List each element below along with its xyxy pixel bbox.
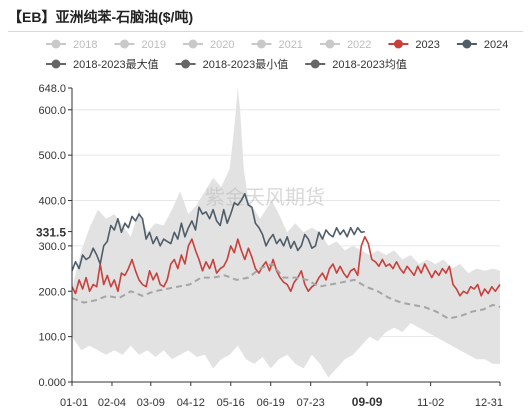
- legend-swatch-dot: [181, 59, 191, 69]
- legend-swatch-dot: [51, 59, 61, 69]
- x-tick-label: 03-09: [137, 397, 165, 409]
- y-tick-label: 200.0: [38, 286, 66, 298]
- legend-label: 2019: [141, 39, 165, 51]
- legend-item-2021[interactable]: 2021: [251, 39, 303, 51]
- band-area: [72, 88, 500, 378]
- legend-item-2023[interactable]: 2023: [388, 39, 440, 51]
- y-tick-label: 400.0: [38, 196, 66, 208]
- legend-item-2019[interactable]: 2019: [114, 39, 166, 51]
- legend-label: 2022: [347, 39, 371, 51]
- y-tick-label: 600.0: [38, 105, 66, 117]
- chart-title: 【EB】亚洲纯苯-石脑油($/吨): [8, 9, 194, 25]
- legend-label: 2018-2023均值: [332, 58, 407, 71]
- series-line-2024[interactable]: [71, 192, 365, 272]
- x-tick-label: 02-04: [98, 397, 126, 409]
- legend-swatch-dot: [325, 39, 335, 49]
- x-tick-label: 09-09: [352, 395, 383, 409]
- legend-swatch-dot: [51, 39, 61, 49]
- legend-label: 2018-2023最小值: [203, 58, 289, 71]
- x-tick-label: 01-01: [60, 397, 88, 409]
- x-tick-label: 06-19: [257, 397, 285, 409]
- y-tick-label: 300.0: [38, 241, 66, 253]
- series-lines: [71, 192, 501, 320]
- legend-item-2022[interactable]: 2022: [319, 39, 371, 51]
- legend-item-2018-2023-[interactable]: 2018-2023最小值: [175, 58, 289, 71]
- legend-item-2018-2023-[interactable]: 2018-2023最大值: [46, 57, 159, 71]
- y-tick-label: 100.0: [38, 332, 66, 344]
- legend-item-2024[interactable]: 2024: [456, 39, 508, 51]
- legend-label: 2021: [278, 39, 302, 51]
- legend-swatch-dot: [256, 39, 266, 49]
- y-tick-label: 648.0: [38, 83, 66, 95]
- legend-item-2018-2023-[interactable]: 2018-2023均值: [305, 58, 407, 71]
- legend-swatch-dot: [393, 39, 403, 49]
- series-line-2023[interactable]: [71, 236, 501, 297]
- current-value-bg: [28, 222, 68, 241]
- x-tick-label: 04-12: [177, 397, 205, 409]
- legend-item-2018[interactable]: 2018: [46, 39, 97, 51]
- legend-label: 2018: [73, 39, 97, 51]
- watermark: 紫金天风期货: [205, 186, 325, 209]
- max-min-band: [72, 88, 500, 378]
- legend-swatch-dot: [310, 59, 320, 69]
- x-tick-label: 07-23: [297, 397, 325, 409]
- y-tick-label: 500.0: [38, 150, 66, 162]
- current-value-label: 331.5: [36, 226, 66, 240]
- legend-item-2020[interactable]: 2020: [182, 39, 234, 51]
- legend-label: 2024: [484, 39, 508, 51]
- x-highlight-bg: [347, 392, 388, 410]
- y-tick-label: 0.000: [38, 377, 66, 389]
- x-tick-label: 11-02: [417, 397, 444, 409]
- legend-label: 2018-2023最大值: [73, 57, 159, 71]
- title-divider: [8, 31, 523, 32]
- legend-swatch-dot: [188, 39, 198, 49]
- axes: 0.000 100.0 200.0 300.0 400.0 500.0 600.0 648.0…: [28, 83, 503, 410]
- x-tick-label: 05-16: [217, 397, 245, 409]
- series-line-2018-2023-[interactable]: [71, 263, 501, 320]
- legend: 2018 2019 2020 2021 2022 2023 2024 2018-2023最大值…: [46, 39, 508, 71]
- legend-swatch-dot: [119, 39, 129, 49]
- x-tick-label: 12-31: [475, 397, 503, 409]
- legend-label: 2023: [415, 39, 439, 51]
- legend-label: 2020: [210, 39, 234, 51]
- legend-swatch-dot: [462, 39, 472, 49]
